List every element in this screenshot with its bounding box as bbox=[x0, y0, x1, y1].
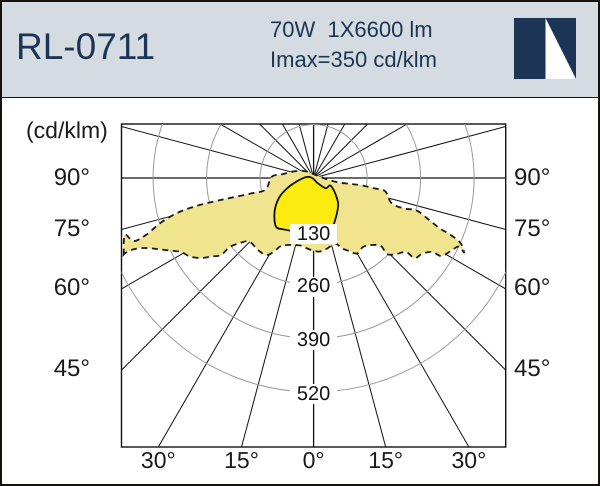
svg-text:520: 520 bbox=[297, 383, 330, 405]
svg-text:(cd/klm): (cd/klm) bbox=[26, 117, 108, 143]
svg-text:30°: 30° bbox=[452, 447, 487, 473]
svg-text:75°: 75° bbox=[514, 215, 550, 242]
svg-text:15°: 15° bbox=[368, 447, 403, 473]
svg-text:45°: 45° bbox=[54, 355, 90, 382]
svg-text:75°: 75° bbox=[54, 215, 90, 242]
svg-text:130: 130 bbox=[297, 223, 330, 245]
svg-text:90°: 90° bbox=[54, 164, 90, 191]
svg-text:15°: 15° bbox=[224, 447, 259, 473]
svg-text:0°: 0° bbox=[303, 447, 325, 473]
svg-text:45°: 45° bbox=[514, 355, 550, 382]
svg-text:260: 260 bbox=[297, 275, 330, 297]
svg-text:60°: 60° bbox=[54, 274, 90, 301]
svg-text:390: 390 bbox=[297, 329, 330, 351]
svg-text:90°: 90° bbox=[514, 164, 550, 191]
svg-text:60°: 60° bbox=[514, 274, 550, 301]
svg-text:30°: 30° bbox=[141, 447, 176, 473]
